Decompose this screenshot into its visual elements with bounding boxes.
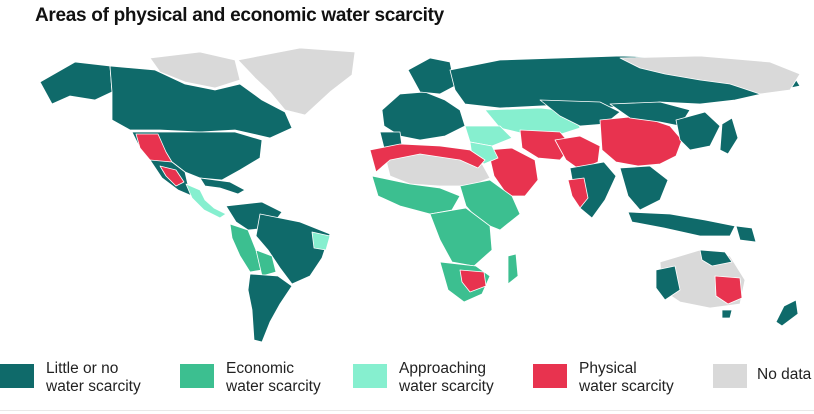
region-siberia-nodata <box>619 55 801 95</box>
region-japan <box>719 117 739 155</box>
legend-label-economic: Economic water scarcity <box>226 360 321 395</box>
bottom-divider <box>0 410 814 411</box>
region-china-east <box>675 111 721 151</box>
region-mexico-north <box>159 165 185 187</box>
region-indonesia <box>627 211 736 237</box>
region-alaska <box>39 61 113 105</box>
region-se-asia <box>619 165 669 211</box>
region-australia-west <box>655 265 681 301</box>
legend-label-little-or-no: Little or no water scarcity <box>46 360 141 395</box>
map-title: Areas of physical and economic water sca… <box>35 5 444 26</box>
region-australia-east <box>714 275 743 305</box>
region-peru-andes <box>229 223 263 273</box>
legend-swatch-little-or-no <box>0 364 34 388</box>
region-canada <box>109 65 293 139</box>
region-madagascar <box>507 253 519 285</box>
legend-swatch-economic <box>180 364 214 388</box>
legend-label-physical: Physical water scarcity <box>579 360 674 395</box>
region-brazil-northeast <box>311 231 331 251</box>
region-greenland <box>237 47 356 116</box>
region-central-america <box>185 183 227 219</box>
legend-label-no-data: No data <box>757 366 812 383</box>
region-turkey-caucasus <box>464 125 513 147</box>
region-central-asia <box>484 107 581 137</box>
region-central-africa <box>429 207 493 267</box>
region-caribbean <box>199 177 246 195</box>
region-iran-afghan <box>519 129 573 161</box>
region-bolivia <box>255 249 277 277</box>
legend-label-approaching: Approaching water scarcity <box>399 360 494 395</box>
region-tasmania <box>721 309 733 319</box>
world-water-scarcity-map <box>39 47 801 343</box>
region-arctic-islands <box>149 51 241 89</box>
region-papua <box>735 225 757 243</box>
region-india-west <box>567 177 589 209</box>
region-argentina-chile <box>247 273 293 343</box>
map-legend: Little or no water scarcity Economic water… <box>0 358 814 408</box>
legend-swatch-no-data <box>713 364 747 388</box>
region-brazil <box>255 213 331 285</box>
legend-swatch-approaching <box>353 364 387 388</box>
legend-swatch-physical <box>533 364 567 388</box>
region-east-africa <box>459 179 521 231</box>
region-north-africa <box>369 143 486 173</box>
region-new-zealand <box>775 299 799 327</box>
region-australia-north <box>699 249 733 267</box>
region-south-africa <box>459 269 487 293</box>
region-scandinavia <box>407 57 456 95</box>
region-arabia <box>487 147 539 197</box>
region-pakistan-india-north <box>554 135 601 171</box>
